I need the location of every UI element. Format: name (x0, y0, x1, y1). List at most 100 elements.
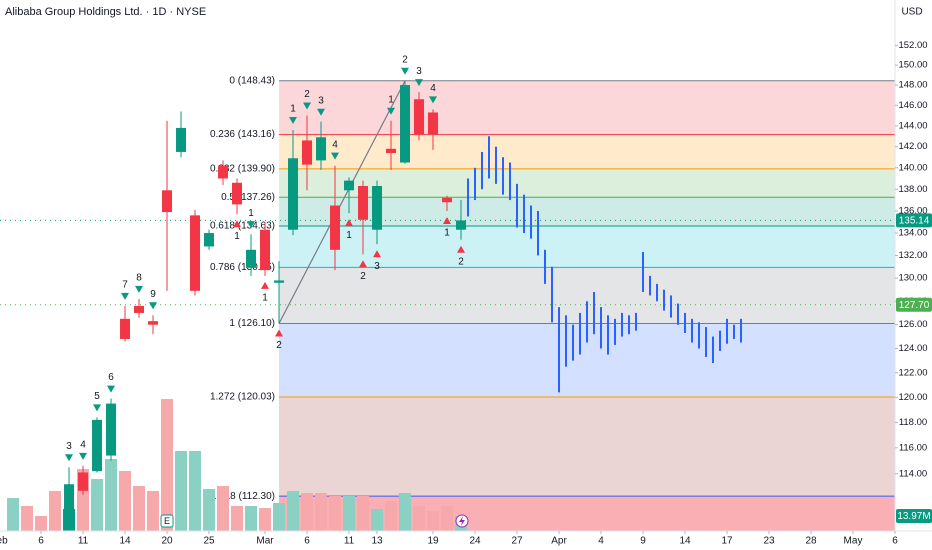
volume-bar (357, 496, 370, 531)
candle-body (456, 220, 467, 230)
volume-bar (147, 490, 160, 531)
price-badge (896, 297, 932, 312)
candle-body (274, 280, 285, 283)
volume-bar (91, 479, 104, 531)
candle-body (148, 321, 159, 325)
candle-body (386, 148, 397, 153)
y-tick-label: 130.00 (898, 273, 927, 284)
trend-line (278, 80, 406, 324)
candle-body (120, 318, 131, 339)
candle-body (302, 140, 313, 165)
sell-signal-label: 3 (416, 66, 422, 77)
candle-body (330, 205, 341, 250)
x-tick-label: 14 (679, 536, 691, 547)
y-tick-label: 134.00 (898, 228, 927, 239)
x-tick-label: 17 (721, 536, 733, 547)
candle-body (162, 190, 173, 213)
sell-signal (107, 385, 116, 393)
price-axis (895, 0, 932, 550)
x-tick-label: 11 (344, 536, 355, 547)
buy-signal-label: 1 (262, 293, 268, 304)
candle-body (176, 127, 187, 152)
fib-level-label: 0 (148.43) (229, 75, 275, 86)
candle-body (316, 137, 327, 161)
price-badge-label: 135.14 (899, 216, 930, 227)
volume-bar (413, 505, 426, 531)
candle-body (344, 180, 355, 191)
sell-signal-label: 3 (318, 95, 324, 106)
sell-signal (93, 404, 102, 412)
buy-signal (457, 245, 466, 253)
y-tick-label: 152.00 (898, 40, 927, 51)
sell-signal (149, 302, 158, 310)
y-tick-label: 146.00 (898, 100, 927, 111)
buy-signal-label: 3 (374, 261, 380, 272)
sell-signal (303, 102, 312, 110)
sell-signal-label: 5 (94, 391, 100, 402)
alert-icon[interactable] (455, 514, 469, 528)
sell-signal-label: 4 (332, 139, 338, 150)
volume-bar (217, 486, 230, 531)
candle-body (134, 305, 145, 313)
candle-body (106, 403, 117, 456)
fib-zone (279, 197, 895, 227)
axes: 114.00 116.00 118.00 120.00 122.00 124.00 126.… (0, 40, 932, 547)
volume-bar (343, 496, 356, 531)
candle-body (260, 229, 271, 271)
sell-signal-label: 7 (122, 280, 128, 291)
candle-body (232, 182, 243, 205)
fib-level-label: 0.236 (143.16) (210, 129, 275, 140)
y-tick-label: 132.00 (898, 250, 927, 261)
fib-level-label: 1.618 (112.30) (211, 491, 275, 502)
sell-signal (317, 108, 326, 116)
volume-bar (371, 508, 384, 531)
candle-body (92, 419, 103, 472)
fib-zone (279, 134, 895, 169)
sell-signal (429, 96, 438, 104)
candle-body (414, 99, 425, 135)
event-label: E (164, 516, 170, 526)
x-tick-label: 6 (892, 536, 898, 547)
volume-bar (189, 451, 202, 531)
x-tick-label: 24 (469, 536, 481, 547)
volume-bar (259, 508, 272, 531)
volume-bar (175, 451, 188, 531)
volume-bar (105, 458, 118, 531)
volume-bar (427, 511, 440, 531)
candle-body (400, 85, 411, 163)
candle-body (204, 233, 215, 247)
x-tick-label: 19 (427, 536, 439, 547)
y-tick-label: 126.00 (898, 319, 927, 330)
y-tick-label: 118.00 (899, 417, 927, 428)
candle-body (288, 158, 299, 230)
y-tick-label: 122.00 (898, 367, 927, 378)
volume-bar (133, 486, 146, 531)
sell-signal-label: 2 (304, 89, 310, 100)
candle-body (190, 215, 201, 291)
y-tick-label: 138.00 (898, 184, 927, 195)
candle-body (78, 472, 89, 491)
y-tick-label: 140.00 (898, 162, 927, 173)
buy-signal (373, 250, 382, 258)
price-badge (896, 213, 932, 228)
volume-bar (203, 489, 216, 531)
y-tick-label: 136.00 (898, 205, 927, 216)
buy-signal-label: 2 (276, 340, 282, 351)
volume-bar (231, 505, 244, 531)
fib-level-label: 0.786 (130.95) (210, 262, 275, 273)
buy-signal (275, 329, 284, 337)
event-badge (160, 514, 174, 528)
sell-signal-label: 1 (388, 94, 394, 105)
sell-signal-label: 3 (66, 441, 72, 452)
sell-signal (135, 285, 144, 293)
fib-level-label: 0.382 (139.90) (210, 164, 275, 175)
volume-bar (301, 492, 314, 531)
x-tick-label: 20 (161, 536, 173, 547)
buy-signal (345, 219, 354, 227)
fib-zone (279, 80, 895, 135)
volume-bar (273, 502, 286, 531)
volume-bar (315, 492, 328, 531)
volume-bar (385, 501, 398, 531)
candle-body (218, 165, 229, 179)
